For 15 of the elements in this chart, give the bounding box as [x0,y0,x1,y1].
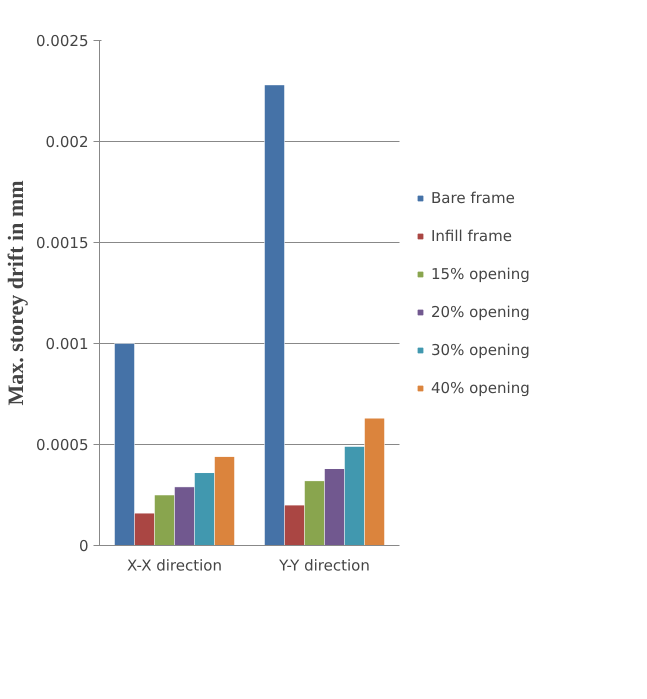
y-tick-label: 0.0015 [36,234,89,252]
y-tick-label: 0.001 [46,335,89,353]
legend-label: 40% opening [431,378,530,396]
x-tick-label: X-X direction [127,556,222,574]
x-tick-label: Y-Y direction [278,556,370,574]
y-tick-label: 0.0005 [36,436,89,454]
legend-label: Infill frame [431,226,512,244]
legend-label: Bare frame [431,188,515,206]
legend-label: 20% opening [431,302,530,320]
y-tick-label: 0.002 [46,133,89,151]
legend-label: 15% opening [431,264,530,282]
y-tick-label: 0.0025 [36,32,89,50]
y-axis-title: Max. storey drift in mm [3,180,28,406]
y-tick-label: 0 [78,537,89,555]
legend-label: 30% opening [431,340,530,358]
